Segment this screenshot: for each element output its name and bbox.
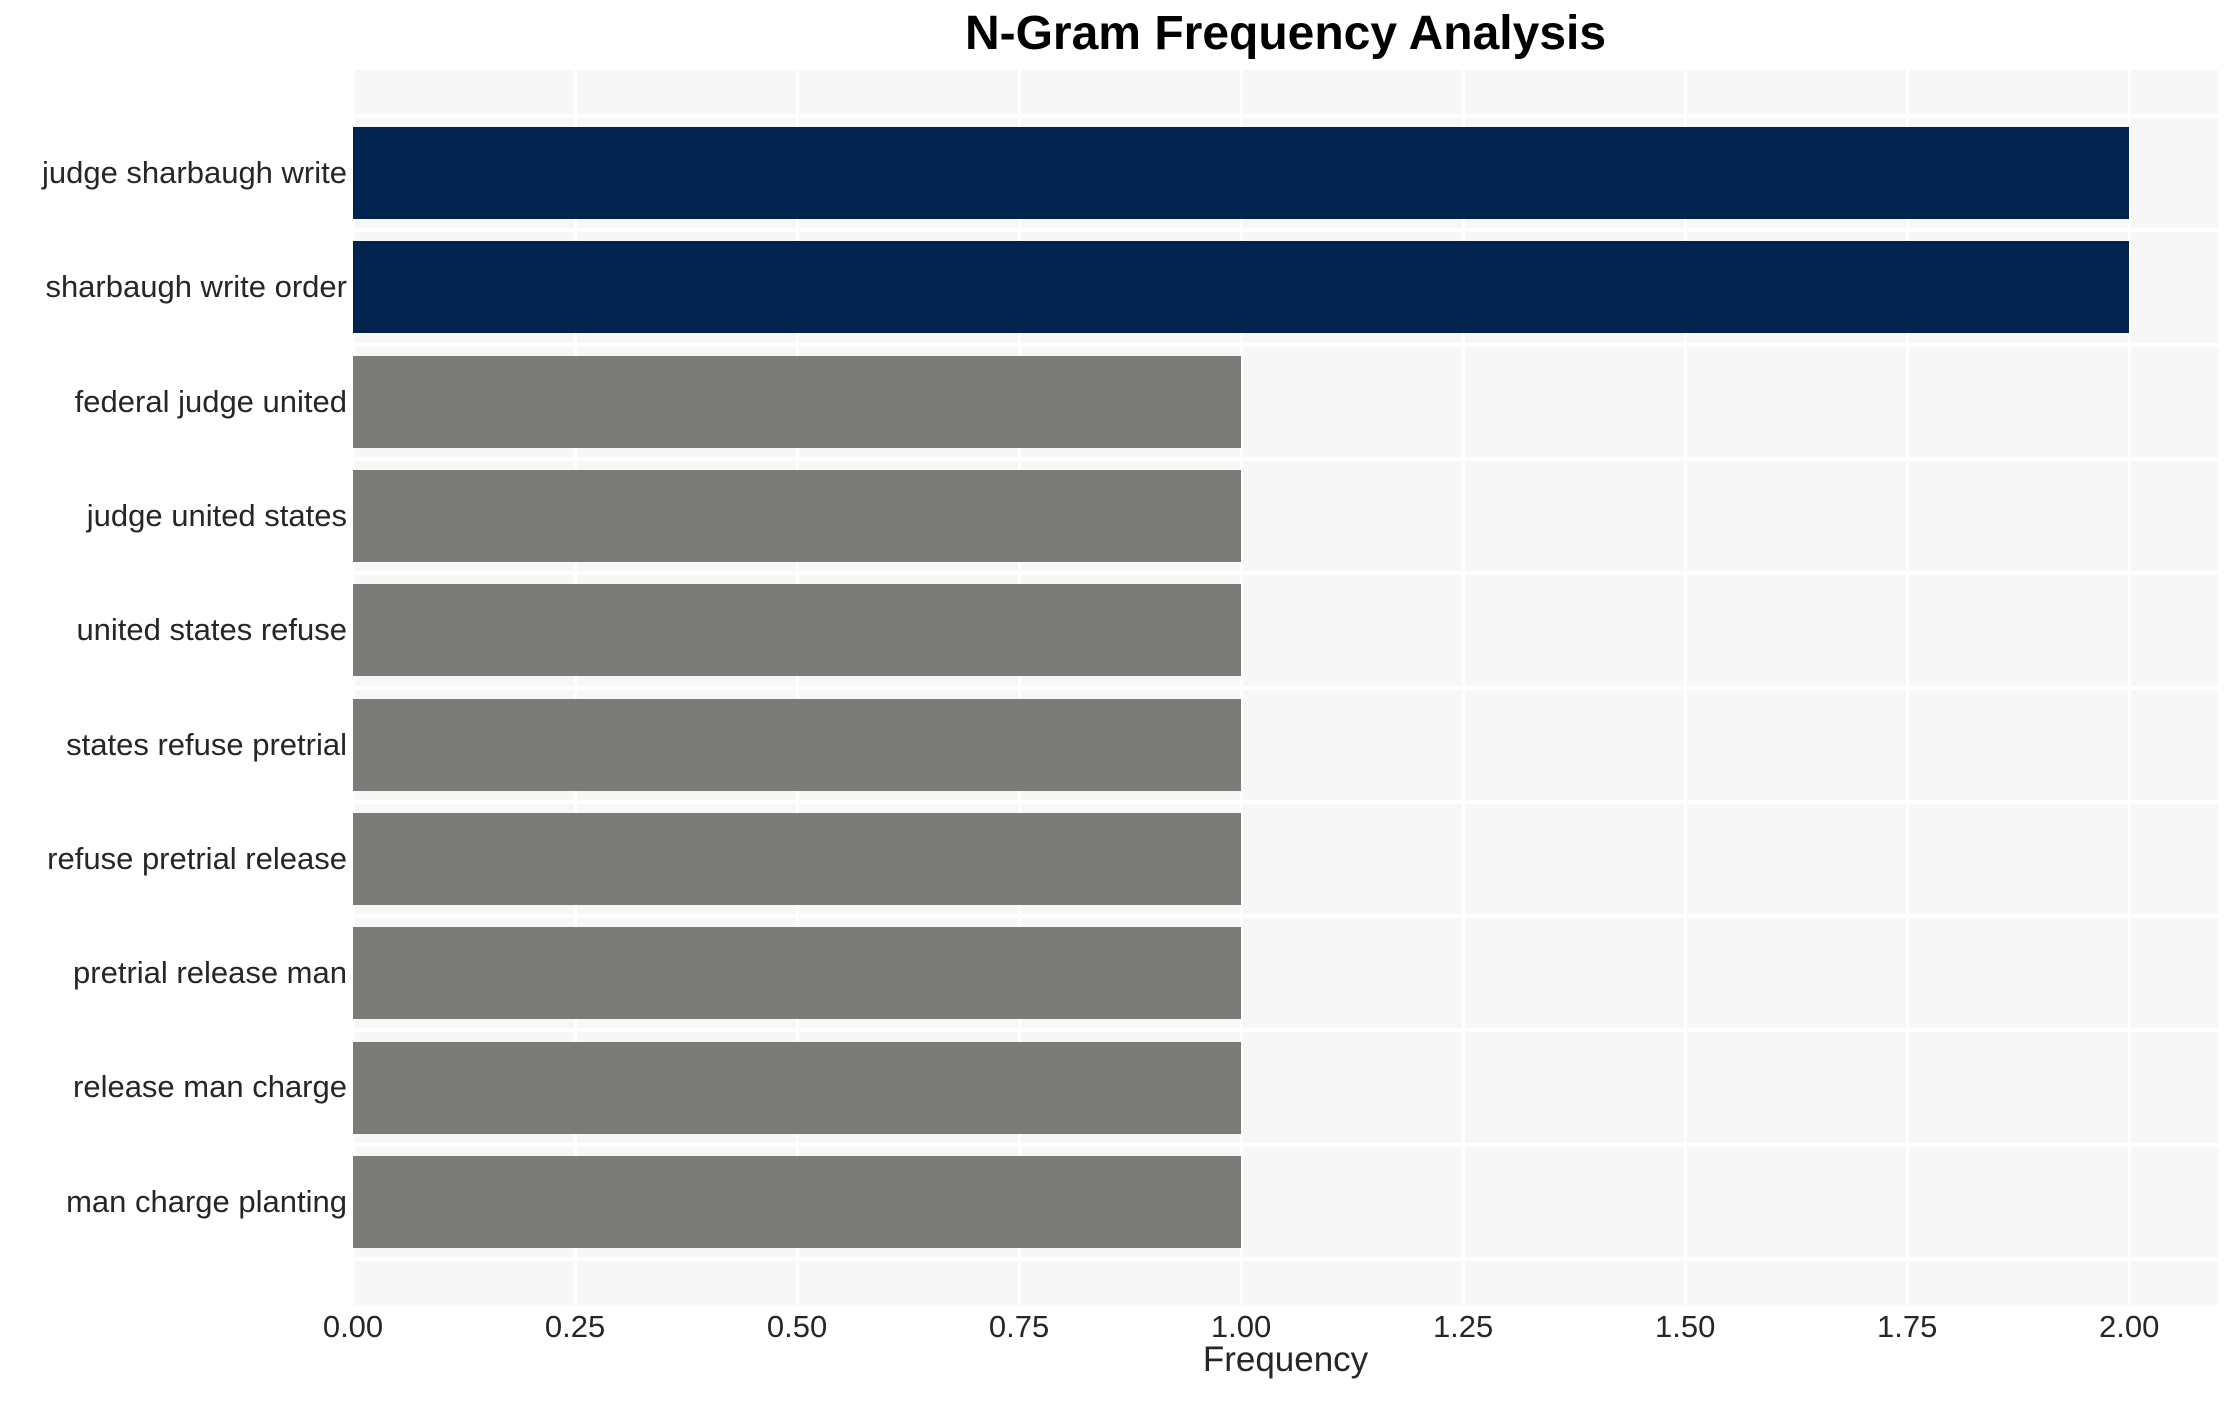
x-tick-label: 0.50 (766, 1309, 828, 1344)
x-tick-label: 1.50 (1654, 1309, 1716, 1344)
horizontal-gridline (353, 685, 2218, 690)
bar-2 (353, 355, 1242, 448)
horizontal-gridline (353, 799, 2218, 804)
bar-3 (353, 470, 1242, 563)
x-tick-label: 1.25 (1432, 1309, 1494, 1344)
y-tick-label: man charge planting (66, 1183, 347, 1219)
plot-area (351, 70, 2218, 1305)
x-tick-label: 0.75 (988, 1309, 1050, 1344)
bar-1 (353, 241, 2130, 334)
horizontal-gridline (353, 1257, 2218, 1261)
y-tick-label: pretrial release man (73, 955, 347, 991)
horizontal-gridline (353, 114, 2218, 118)
x-tick-label: 1.75 (1876, 1309, 1938, 1344)
bar-7 (353, 927, 1242, 1020)
horizontal-gridline (353, 228, 2218, 233)
x-axis-title: Frequency (1202, 1340, 1369, 1379)
y-tick-label: judge sharbaugh write (41, 155, 347, 190)
x-tick-label: 0.25 (544, 1309, 606, 1344)
bar-5 (353, 698, 1242, 791)
x-tick-label: 1.00 (1210, 1309, 1272, 1344)
bar-8 (353, 1041, 1242, 1134)
y-tick-label: states refuse pretrial (66, 726, 347, 762)
y-tick-label: refuse pretrial release (47, 840, 347, 876)
horizontal-gridline (353, 456, 2218, 461)
horizontal-gridline (353, 914, 2218, 919)
y-tick-label: federal judge united (74, 383, 347, 419)
x-tick-label: 0.00 (322, 1309, 384, 1344)
y-axis: judge sharbaugh write sharbaugh write ord… (0, 70, 347, 1305)
chart-title: N-Gram Frequency Analysis (964, 7, 1607, 60)
horizontal-gridline (353, 571, 2218, 576)
x-tick-label: 2.00 (2099, 1309, 2160, 1344)
horizontal-gridline (353, 1142, 2218, 1147)
horizontal-gridline (353, 342, 2218, 347)
bar-6 (353, 812, 1242, 905)
bar-4 (353, 584, 1242, 677)
y-tick-label: sharbaugh write order (45, 269, 347, 305)
horizontal-gridline (353, 1028, 2218, 1033)
bar-9 (353, 1155, 1242, 1248)
y-tick-label: judge united states (86, 497, 347, 533)
y-tick-label: united states refuse (76, 612, 347, 648)
bar-0 (353, 127, 2130, 220)
y-tick-label: release man charge (73, 1069, 347, 1105)
